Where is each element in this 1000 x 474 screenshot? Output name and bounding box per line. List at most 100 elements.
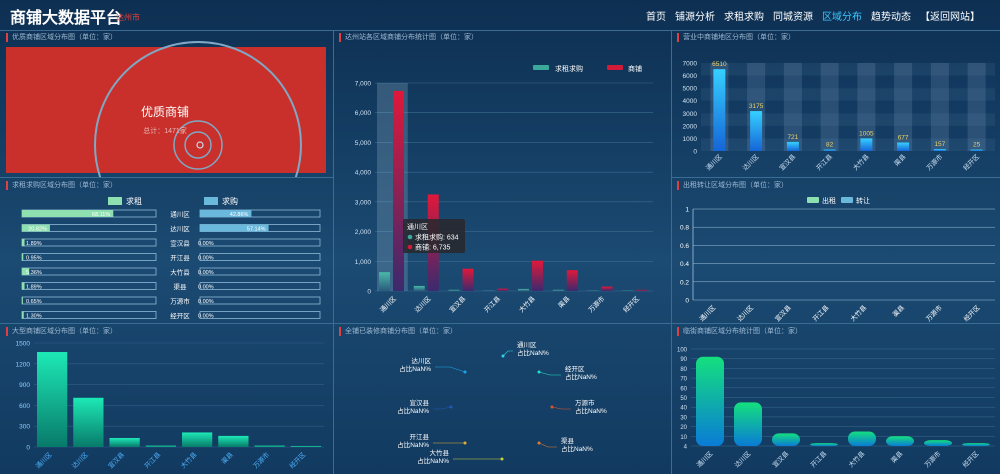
x-tick-label: 宣汉县	[770, 449, 791, 470]
y-tick-label: 1	[685, 207, 689, 214]
buy-bar-value: 0.00%	[198, 270, 214, 276]
y-tick-label: 20	[680, 425, 687, 431]
x-tick-label: 开江县	[143, 450, 163, 470]
y-tick-label: 3000	[683, 111, 698, 118]
rent-bar-value: 0.65%	[26, 299, 42, 305]
street-chart: 4 10 20 30 40 50 60 70 80 90 100 通川区 达川区 宣汉县 开江县 大竹县 渠县 万…	[677, 348, 995, 470]
y-tick-label: 90	[680, 357, 687, 363]
y-tick-label: 0.8	[680, 225, 689, 232]
rent-bar-value: 1.89%	[26, 241, 42, 247]
legend-label-shop: 商铺	[628, 64, 642, 73]
nav-item-6[interactable]: 【返回网站】	[920, 12, 980, 23]
row-divider-right-1	[671, 177, 1000, 178]
buy-bar-value: 0.00%	[198, 299, 214, 305]
station-panel: 达州站各区域商铺分布统计图（单位：家） 求租求购 商铺 0 1,000 2,000 3,0…	[335, 33, 670, 323]
leader-line	[502, 350, 513, 357]
renovated-panel: 全铺已装修商铺分布图（单位：家） 通川区 占比NaN% 达川区 占比NaN% 经开区 占比…	[335, 327, 670, 474]
nav-item-0[interactable]: 首页	[646, 12, 666, 23]
panel-title: 求租求购区域分布图（单位：家）	[6, 181, 117, 190]
bar-value-label: 3175	[749, 103, 764, 110]
operating-panel: 营业中商铺地区分布图（单位：家） 0 1000 2000 3000 4000 5000 60…	[673, 33, 999, 177]
bar	[860, 138, 873, 151]
y-tick-label: 70	[680, 377, 687, 383]
bar	[924, 440, 952, 446]
tooltip-line-rent: 求租求购: 634	[415, 233, 459, 242]
bar-shop	[393, 90, 404, 291]
legend-label-rent: 求租求购	[555, 64, 583, 73]
y-tick-label: 2,000	[355, 229, 372, 236]
quality-shop-chart: 优质商铺 总计：1471家	[6, 41, 326, 177]
bar	[73, 397, 104, 447]
bar	[218, 435, 249, 447]
x-tick-label: 渠县	[890, 303, 906, 319]
nav-item-4[interactable]: 区域分布	[822, 12, 862, 23]
x-tick-label: 通川区	[378, 294, 399, 315]
large-shop-panel: 大型商铺区域分布图（单位：家） 0 300 600 900 1200 1500 通川区 达川区…	[2, 327, 332, 474]
grid-band	[701, 100, 995, 114]
x-tick-label: 宣汉县	[773, 303, 794, 323]
buy-bar-track	[199, 282, 321, 290]
quality-total-label: 总计：1471家	[143, 126, 187, 135]
y-tick-label: 4	[684, 445, 688, 451]
bar	[713, 69, 726, 151]
grid-band	[701, 113, 995, 126]
x-tick-label: 通川区	[694, 449, 715, 470]
nav-item-1[interactable]: 铺源分析	[675, 12, 715, 23]
rent-bar-fill	[22, 311, 24, 319]
x-tick-label: 大竹县	[517, 294, 538, 315]
y-tick-label: 40	[680, 406, 687, 412]
y-tick-label: 50	[680, 396, 687, 402]
panel-title: 出租转让区域分布图（单位：家）	[677, 181, 788, 190]
buy-bar-value: 42.86%	[230, 212, 249, 218]
x-tick-label: 经开区	[961, 303, 982, 323]
y-tick-label: 100	[677, 348, 688, 354]
slice-name: 大竹县	[430, 448, 450, 457]
slice-percent: 占比NaN%	[399, 364, 431, 373]
x-tick-label: 宣汉县	[106, 450, 127, 471]
legend-label-buy: 求购	[222, 196, 238, 206]
tooltip-title: 通川区	[407, 222, 428, 231]
x-tick-label: 万源市	[924, 303, 945, 323]
x-tick-label: 通川区	[697, 303, 718, 323]
district-label: 万源市	[170, 297, 190, 306]
bar	[109, 437, 140, 447]
x-tick-label: 开江县	[483, 294, 503, 314]
district-label: 开江县	[170, 254, 190, 262]
x-tick-label: 经开区	[621, 294, 642, 315]
transfer-panel: 出租转让区域分布图（单位：家） 出租 转让 0 0.2 0.4 0.6 0.8 1 通川区 达川区…	[673, 181, 999, 323]
bar-background	[783, 63, 802, 151]
y-tick-label: 6,000	[355, 110, 372, 117]
slice-percent: 占比NaN%	[417, 456, 449, 465]
nav-item-3[interactable]: 同城资源	[773, 12, 813, 23]
bar-value-label: 677	[898, 134, 909, 141]
x-tick-label: 大竹县	[848, 303, 869, 323]
buy-bar-fill	[200, 224, 269, 232]
buy-bar-track	[199, 311, 321, 319]
grid-band	[701, 88, 995, 101]
transfer-chart: 出租 转让 0 0.2 0.4 0.6 0.8 1 通川区 达川区 宣汉县 开江县 大竹县 渠县 万源市 经开…	[680, 196, 995, 323]
bar-background	[930, 63, 949, 151]
rent-bar-track	[21, 282, 157, 290]
slice-name: 开江县	[410, 433, 430, 441]
legend-swatch-rent	[533, 65, 549, 70]
rent-buy-chart: 求租 求购 68.11% 通川区 42.86% 20.82% 达川区 57.14% 1.89% 宣…	[21, 196, 321, 320]
quality-ring-middle	[173, 120, 223, 170]
y-tick-label: 2000	[683, 123, 698, 130]
y-tick-label: 0.6	[680, 243, 689, 250]
bar	[786, 141, 799, 151]
x-tick-label: 渠县	[556, 294, 572, 310]
y-tick-label: 5,000	[355, 140, 372, 147]
panel-title: 大型商铺区域分布图（单位：家）	[6, 327, 117, 336]
slice-percent: 占比NaN%	[575, 406, 607, 415]
bar	[750, 111, 763, 151]
leader-line	[538, 442, 557, 448]
panel-title: 全铺已装修商铺分布图（单位：家）	[339, 327, 457, 336]
tooltip-line-shop: 商铺: 6,735	[415, 243, 451, 252]
nav-item-5[interactable]: 趋势动态	[871, 12, 911, 23]
nav-item-2[interactable]: 求租求购	[724, 12, 764, 23]
leader-line	[435, 366, 466, 373]
slice-percent: 占比NaN%	[397, 406, 429, 415]
row-divider-left-1	[0, 177, 333, 178]
legend-swatch-shop	[607, 65, 623, 70]
bar-value-label: 6510	[712, 61, 727, 68]
